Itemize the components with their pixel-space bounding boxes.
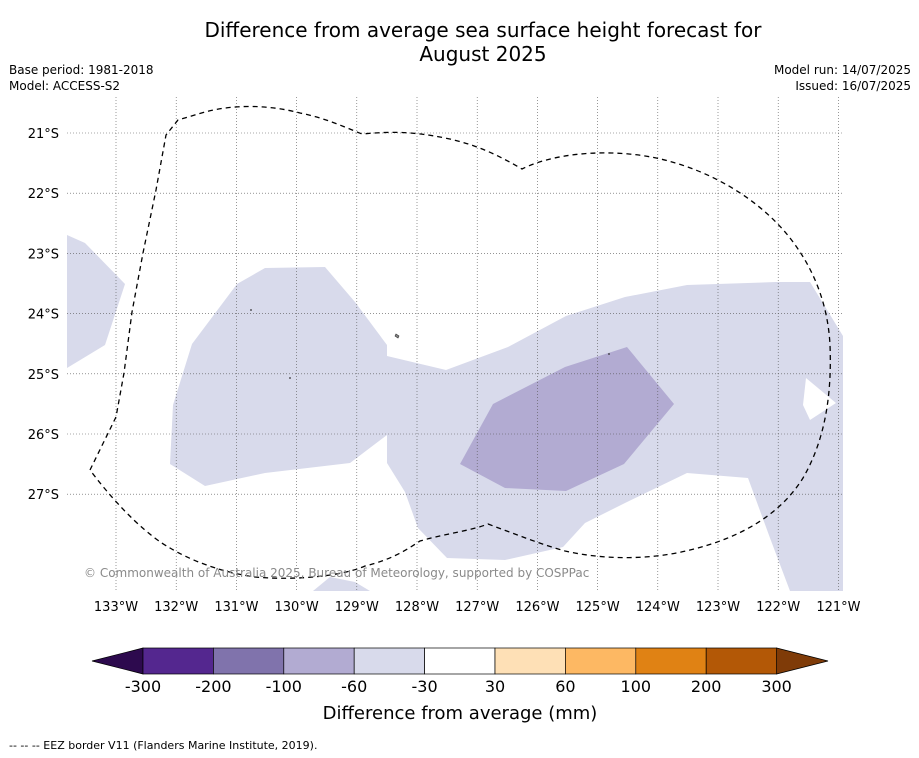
longitude-label: 128°W bbox=[395, 600, 439, 615]
latitude-label: 24°S bbox=[28, 308, 59, 323]
colorbar-segment bbox=[565, 647, 637, 675]
longitude-label: 122°W bbox=[756, 600, 800, 615]
colorbar-tick-label: 200 bbox=[691, 677, 722, 696]
anomaly-area-light bbox=[67, 235, 125, 368]
island-marker bbox=[394, 333, 400, 339]
colorbar-extend-low bbox=[91, 647, 144, 675]
latitude-label: 26°S bbox=[28, 428, 59, 443]
issue-date: Issued: 16/07/2025 bbox=[795, 79, 911, 93]
colorbar-tick-label: 100 bbox=[621, 677, 652, 696]
latitude-label: 27°S bbox=[28, 488, 59, 503]
map-title: Difference from average sea surface heig… bbox=[204, 18, 762, 66]
longitude-label: 130°W bbox=[275, 600, 319, 615]
neutral-hole bbox=[803, 378, 836, 420]
longitude-label: 133°W bbox=[94, 600, 138, 615]
island-marker bbox=[250, 309, 252, 311]
longitude-label: 125°W bbox=[576, 600, 620, 615]
copyright-text: © Commonwealth of Australia 2025, Bureau… bbox=[84, 566, 589, 580]
colorbar-segment bbox=[635, 647, 707, 675]
colorbar-segment bbox=[494, 647, 566, 675]
map-panel: © Commonwealth of Australia 2025, Bureau… bbox=[67, 97, 843, 591]
model-run: Model run: 14/07/2025 bbox=[773, 63, 911, 77]
longitude-label: 121°W bbox=[816, 600, 860, 615]
anomaly-area-light bbox=[313, 577, 370, 591]
model-name: Model: ACCESS-S2 bbox=[9, 79, 121, 93]
island-marker bbox=[608, 353, 610, 355]
colorbar-tick-label: 60 bbox=[555, 677, 575, 696]
longitude-label: 132°W bbox=[154, 600, 198, 615]
colorbar-segment bbox=[213, 647, 285, 675]
colorbar-segment bbox=[353, 647, 425, 675]
colorbar bbox=[91, 647, 829, 675]
colorbar-tick-label: -200 bbox=[195, 677, 231, 696]
longitude-label: 131°W bbox=[214, 600, 258, 615]
longitude-label: 126°W bbox=[515, 600, 559, 615]
colorbar-title: Difference from average (mm) bbox=[323, 703, 598, 724]
graticule bbox=[67, 97, 843, 591]
colorbar-tick-labels: -300 -200 -100 -60 -30 30 60 100 200 300 bbox=[125, 677, 792, 696]
colorbar-tick-label: -300 bbox=[125, 677, 161, 696]
latitude-label: 25°S bbox=[28, 368, 59, 383]
colorbar-tick-label: -60 bbox=[341, 677, 367, 696]
longitude-label: 123°W bbox=[696, 600, 740, 615]
run-info: Model run: 14/07/2025 Issued: 16/07/2025 bbox=[774, 62, 911, 94]
colorbar-tick-label: 30 bbox=[485, 677, 505, 696]
colorbar-tick-label: 300 bbox=[761, 677, 792, 696]
latitude-labels: 21°S 22°S 23°S 24°S 25°S 26°S 27°S bbox=[28, 127, 59, 503]
colorbar-tick-label: -30 bbox=[412, 677, 438, 696]
longitude-label: 129°W bbox=[335, 600, 379, 615]
footer-note: -- -- -- EEZ border V11 (Flanders Marine… bbox=[9, 739, 318, 752]
colorbar-extend-high bbox=[776, 647, 829, 675]
latitude-label: 22°S bbox=[28, 187, 59, 202]
eez-border bbox=[89, 105, 831, 579]
colorbar-segment bbox=[142, 647, 214, 675]
colorbar-tick-label: -100 bbox=[266, 677, 302, 696]
longitude-label: 124°W bbox=[636, 600, 680, 615]
colorbar-segment bbox=[283, 647, 355, 675]
longitude-labels: 133°W 132°W 131°W 130°W 129°W 128°W 127°W 126°W… bbox=[94, 600, 861, 615]
base-info: Base period: 1981-2018 Model: ACCESS-S2 bbox=[9, 62, 154, 94]
colorbar-segment bbox=[424, 647, 496, 675]
anomaly-area-moderate bbox=[460, 347, 674, 491]
base-period: Base period: 1981-2018 bbox=[9, 63, 154, 77]
longitude-label: 127°W bbox=[455, 600, 499, 615]
island-marker bbox=[289, 377, 291, 379]
latitude-label: 23°S bbox=[28, 247, 59, 262]
colorbar-segment bbox=[705, 647, 777, 675]
latitude-label: 21°S bbox=[28, 127, 59, 142]
